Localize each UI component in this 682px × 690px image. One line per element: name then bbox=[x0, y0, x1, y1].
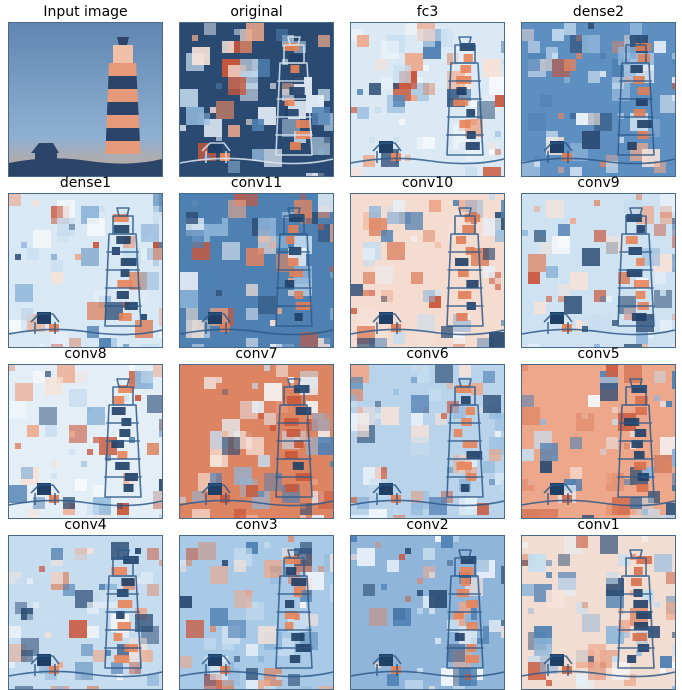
panel-conv4: conv4 bbox=[8, 515, 163, 690]
panel-fc3: fc3 bbox=[350, 2, 505, 177]
panel-dense1: dense1 bbox=[8, 173, 163, 348]
panel-title: conv7 bbox=[235, 346, 278, 362]
heatmap-conv11 bbox=[179, 193, 334, 348]
panel-original: original bbox=[179, 2, 334, 177]
heatmap-conv4 bbox=[8, 535, 163, 690]
panel-title: conv5 bbox=[577, 346, 620, 362]
panel-title: conv8 bbox=[64, 346, 107, 362]
panel-conv3: conv3 bbox=[179, 515, 334, 690]
panel-title: conv1 bbox=[577, 517, 620, 533]
heatmap-dense1 bbox=[8, 193, 163, 348]
panel-title: dense2 bbox=[572, 4, 625, 20]
heatmap-conv2 bbox=[350, 535, 505, 690]
panel-conv6: conv6 bbox=[350, 344, 505, 519]
panel-conv5: conv5 bbox=[521, 344, 676, 519]
panel-title: conv6 bbox=[406, 346, 449, 362]
panel-title: conv9 bbox=[577, 175, 620, 191]
heatmap-conv5 bbox=[521, 364, 676, 519]
panel-title: conv10 bbox=[401, 175, 454, 191]
heatmap-conv7 bbox=[179, 364, 334, 519]
panel-conv2: conv2 bbox=[350, 515, 505, 690]
panel-title: conv11 bbox=[230, 175, 283, 191]
panel-title: conv2 bbox=[406, 517, 449, 533]
panel-input-image: Input image bbox=[8, 2, 163, 177]
panel-title: fc3 bbox=[416, 4, 439, 20]
heatmap-dense2 bbox=[521, 22, 676, 177]
heatmap-conv9 bbox=[521, 193, 676, 348]
panel-title: original bbox=[230, 4, 283, 20]
panel-conv7: conv7 bbox=[179, 344, 334, 519]
panel-conv11: conv11 bbox=[179, 173, 334, 348]
panel-conv8: conv8 bbox=[8, 344, 163, 519]
panel-title: dense1 bbox=[59, 175, 112, 191]
panel-conv10: conv10 bbox=[350, 173, 505, 348]
heatmap-fc3 bbox=[350, 22, 505, 177]
panel-dense2: dense2 bbox=[521, 2, 676, 177]
panel-conv1: conv1 bbox=[521, 515, 676, 690]
panel-title: conv4 bbox=[64, 517, 107, 533]
heatmap-conv10 bbox=[350, 193, 505, 348]
panel-title: conv3 bbox=[235, 517, 278, 533]
heatmap-conv8 bbox=[8, 364, 163, 519]
input-image bbox=[8, 22, 163, 177]
heatmap-original bbox=[179, 22, 334, 177]
heatmap-conv6 bbox=[350, 364, 505, 519]
panel-conv9: conv9 bbox=[521, 173, 676, 348]
heatmap-conv1 bbox=[521, 535, 676, 690]
heatmap-conv3 bbox=[179, 535, 334, 690]
panel-title: Input image bbox=[43, 4, 128, 20]
